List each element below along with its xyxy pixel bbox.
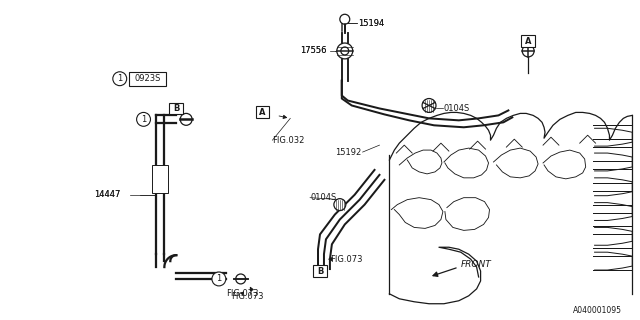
Text: 15194: 15194	[358, 19, 384, 28]
Text: 1: 1	[141, 115, 146, 124]
Text: 17556: 17556	[300, 46, 326, 55]
Bar	[313, 265, 327, 277]
Text: A: A	[525, 36, 531, 45]
Text: 14447: 14447	[94, 190, 120, 199]
Text: 17556: 17556	[300, 46, 326, 55]
Text: 14447: 14447	[94, 190, 120, 199]
Text: FIG.073: FIG.073	[226, 289, 259, 298]
Circle shape	[337, 43, 353, 59]
Bar	[129, 72, 166, 86]
Bar	[170, 102, 183, 114]
Text: 15192: 15192	[335, 148, 361, 156]
Text: 0104S: 0104S	[310, 193, 337, 202]
Bar	[521, 35, 535, 47]
Circle shape	[422, 99, 436, 112]
Text: 15194: 15194	[358, 19, 384, 28]
Circle shape	[136, 112, 150, 126]
Text: FIG.032: FIG.032	[273, 136, 305, 145]
Text: 0104S: 0104S	[444, 104, 470, 113]
Circle shape	[113, 72, 127, 86]
Bar	[255, 107, 269, 118]
Circle shape	[334, 199, 346, 211]
Text: FIG.073: FIG.073	[231, 292, 263, 301]
Text: FIG.073: FIG.073	[330, 255, 362, 264]
Circle shape	[522, 45, 534, 57]
Text: 1: 1	[117, 74, 122, 83]
Text: B: B	[173, 104, 179, 113]
Text: FRONT: FRONT	[461, 260, 492, 268]
Text: A: A	[259, 108, 266, 117]
Circle shape	[340, 14, 349, 24]
Circle shape	[341, 47, 349, 55]
Bar	[152, 165, 168, 193]
Text: B: B	[317, 267, 323, 276]
Text: A040001095: A040001095	[573, 306, 622, 315]
Circle shape	[212, 272, 226, 286]
Text: 0923S: 0923S	[134, 74, 161, 83]
Circle shape	[180, 113, 192, 125]
Text: 1: 1	[216, 275, 221, 284]
Circle shape	[236, 274, 246, 284]
